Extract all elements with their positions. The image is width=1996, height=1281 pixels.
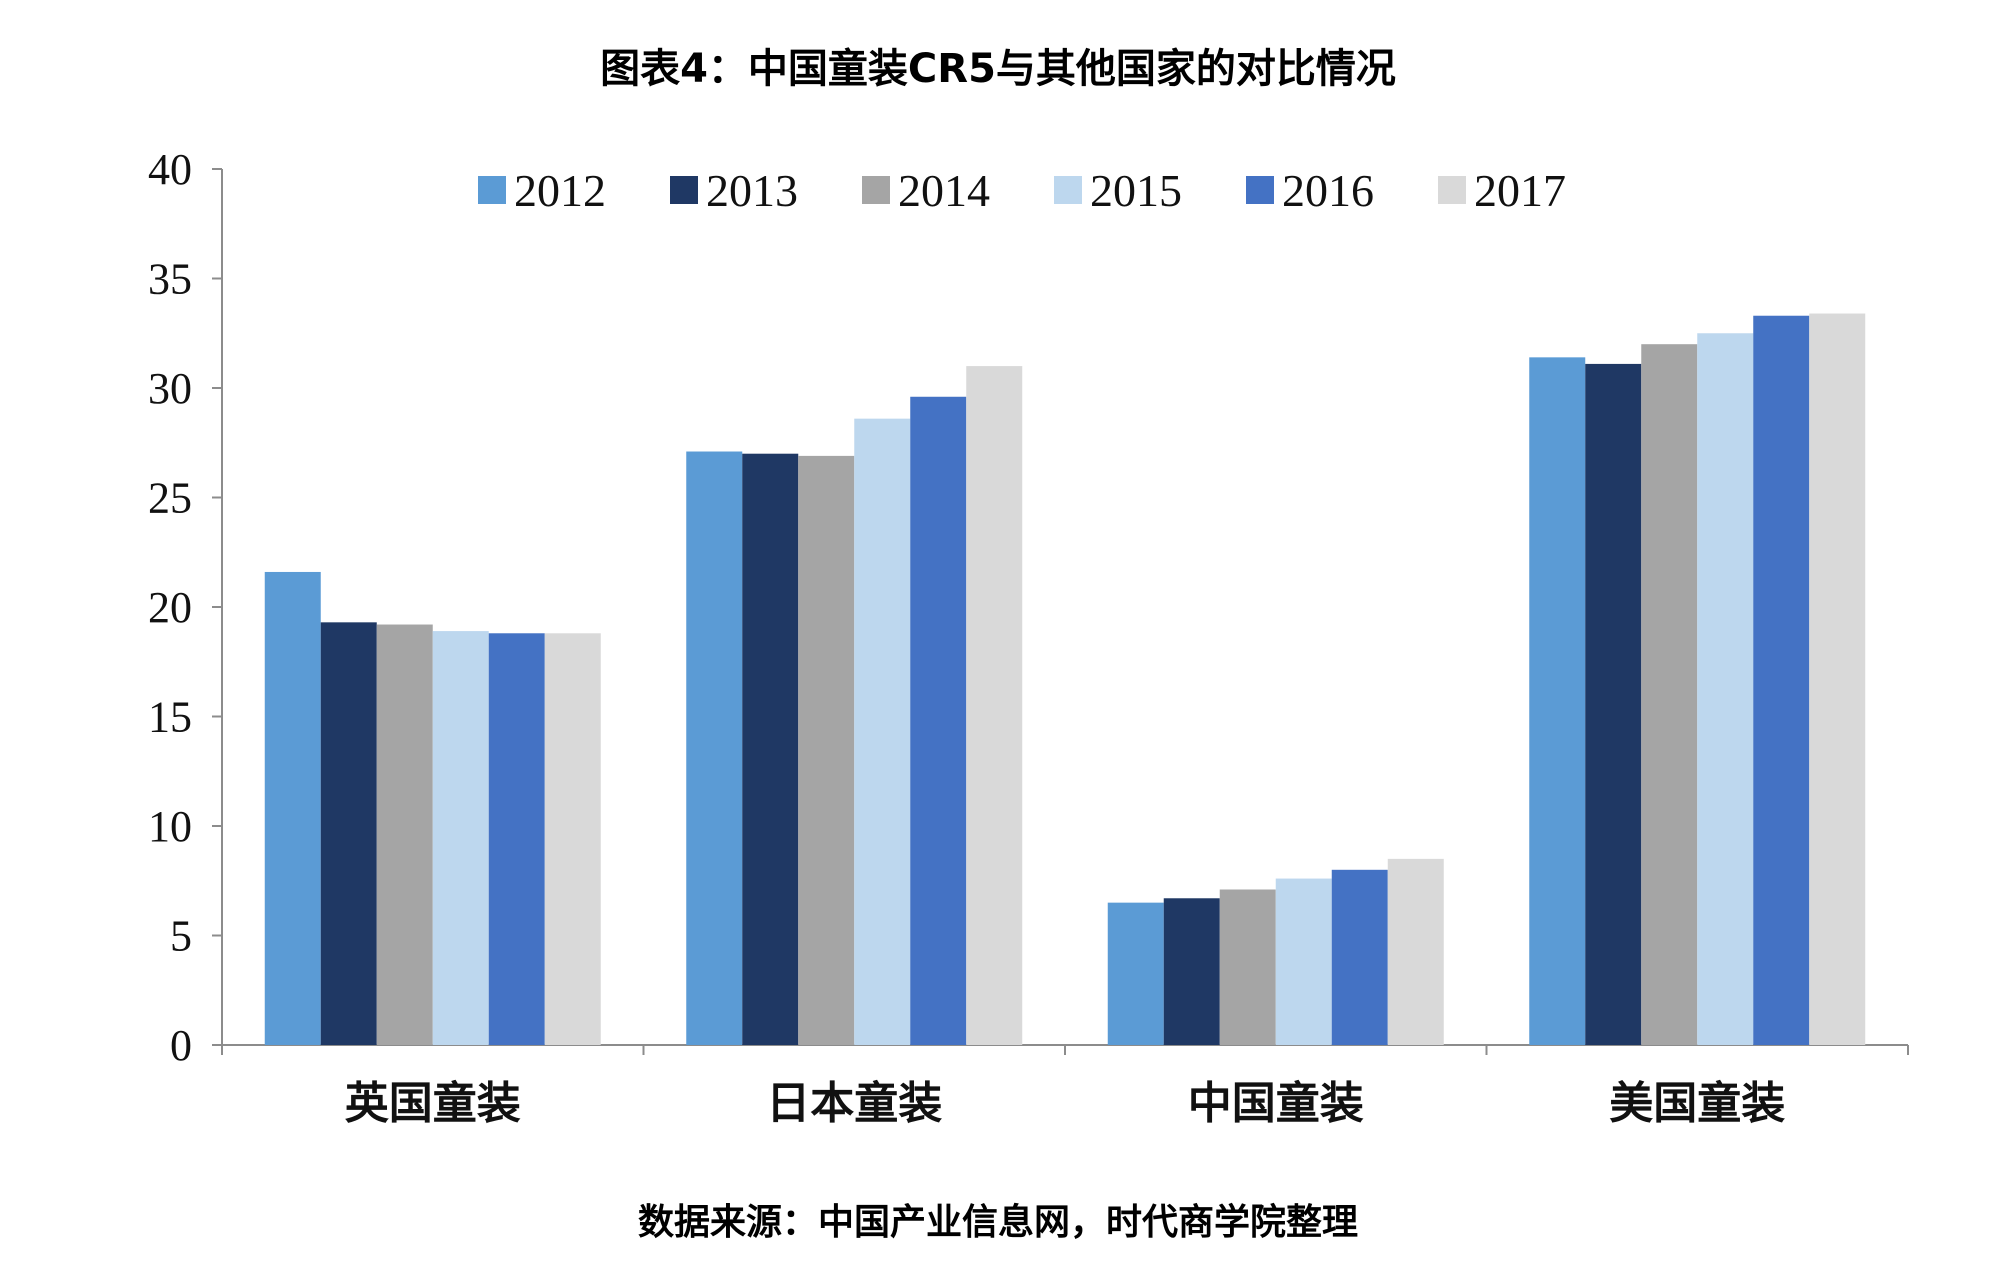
y-tick-label: 0	[170, 1021, 192, 1070]
bar-2012	[264, 571, 321, 1045]
legend-label: 2015	[1090, 165, 1182, 216]
bar-2017	[544, 633, 601, 1045]
bar-2014	[1219, 889, 1276, 1045]
y-tick-label: 20	[148, 583, 192, 632]
bar-2016	[1331, 869, 1388, 1045]
bar-2017	[1809, 313, 1866, 1045]
bar-2014	[798, 455, 855, 1045]
legend-swatch	[862, 176, 890, 204]
bar-2015	[1697, 333, 1754, 1045]
legend-swatch	[478, 176, 506, 204]
legend-label: 2016	[1282, 165, 1374, 216]
y-tick-label: 25	[148, 474, 192, 523]
legend-label: 2014	[898, 165, 990, 216]
bar-2013	[1163, 898, 1220, 1045]
legend-swatch	[1246, 176, 1274, 204]
bar-2015	[854, 418, 911, 1045]
y-tick-label: 10	[148, 802, 192, 851]
bar-2014	[1641, 344, 1698, 1045]
bars	[264, 313, 1866, 1046]
y-tick-label: 30	[148, 364, 192, 413]
y-tick-label: 15	[148, 693, 192, 742]
bar-2016	[1753, 315, 1810, 1046]
bar-2017	[966, 366, 1023, 1046]
chart-source: 数据来源：中国产业信息网，时代商学院整理	[637, 1202, 1358, 1243]
bar-2012	[686, 451, 743, 1045]
legend-swatch	[670, 176, 698, 204]
bar-2015	[1275, 878, 1332, 1045]
legend-swatch	[1438, 176, 1466, 204]
legend: 2012 2013 2014 2015 2016 2017	[478, 165, 1566, 216]
bar-2014	[376, 624, 433, 1045]
bar-2016	[910, 396, 967, 1045]
bar-2013	[320, 622, 377, 1045]
legend-label: 2013	[706, 165, 798, 216]
x-category-label: 英国童装	[345, 1078, 521, 1129]
y-tick-label: 5	[170, 912, 192, 961]
bar-2016	[488, 633, 545, 1045]
bar-2012	[1529, 357, 1586, 1046]
x-category-label: 美国童装	[1609, 1078, 1785, 1129]
y-tick-label: 35	[148, 255, 192, 304]
bar-2013	[742, 453, 799, 1045]
bar-2017	[1387, 858, 1444, 1045]
x-category-label: 日本童装	[766, 1078, 942, 1129]
chart-title: 图表4：中国童装CR5与其他国家的对比情况	[600, 46, 1396, 92]
legend-label: 2012	[514, 165, 606, 216]
x-category-label: 中国童装	[1188, 1078, 1364, 1129]
y-tick-label: 40	[148, 145, 192, 194]
bar-2013	[1585, 363, 1642, 1045]
bar-2012	[1107, 902, 1164, 1045]
legend-label: 2017	[1474, 165, 1566, 216]
bar-2015	[432, 631, 489, 1045]
legend-swatch	[1054, 176, 1082, 204]
axes: 0 5 10 15 20 25 30 35 40 英国童装 日本童装 中国童装 美国童装	[148, 145, 1909, 1129]
